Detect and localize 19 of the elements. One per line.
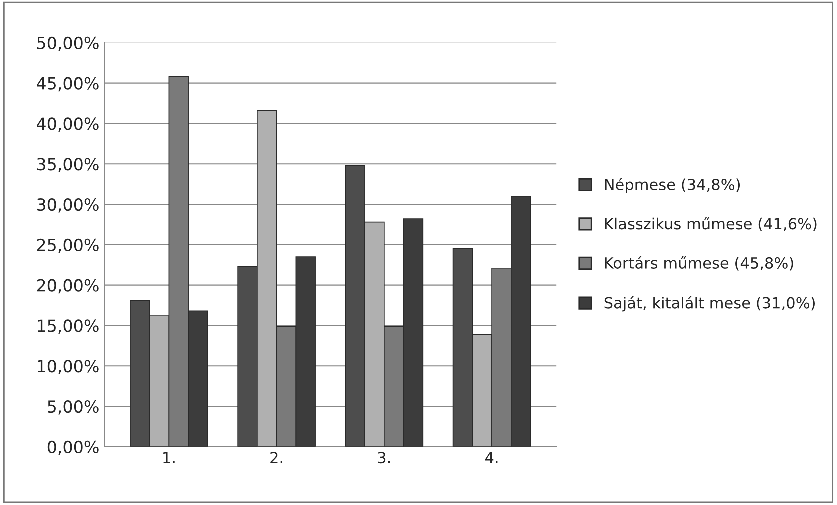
legend-label: Kortárs műmese (45,8%) (605, 256, 794, 271)
y-tick-label: 15,00% (38, 320, 99, 334)
legend-label: Klasszikus műmese (41,6%) (605, 217, 817, 232)
y-tick-label: 0,00% (48, 440, 99, 456)
x-tick-label: 1. (164, 452, 175, 464)
y-tick-label: 10,00% (38, 360, 99, 374)
y-tick-label: 50,00% (38, 36, 99, 52)
y-tick-label: 5,00% (48, 400, 99, 415)
y-tick-label: 20,00% (37, 279, 99, 294)
x-tick-label: 2. (270, 452, 282, 464)
y-tick-label: 30,00% (37, 198, 99, 213)
y-tick-label: 40,00% (37, 118, 99, 132)
legend-label: Saját, kitalált mese (31,0%) (604, 296, 815, 312)
x-tick-label: 4. (485, 452, 498, 464)
y-tick-label: 45,00% (37, 77, 99, 92)
y-tick-label: 25,00% (37, 238, 99, 254)
x-tick-label: 3. (378, 452, 390, 464)
legend-label: Népmese (34,8%) (605, 178, 740, 194)
y-tick-label: 35,00% (37, 158, 99, 172)
